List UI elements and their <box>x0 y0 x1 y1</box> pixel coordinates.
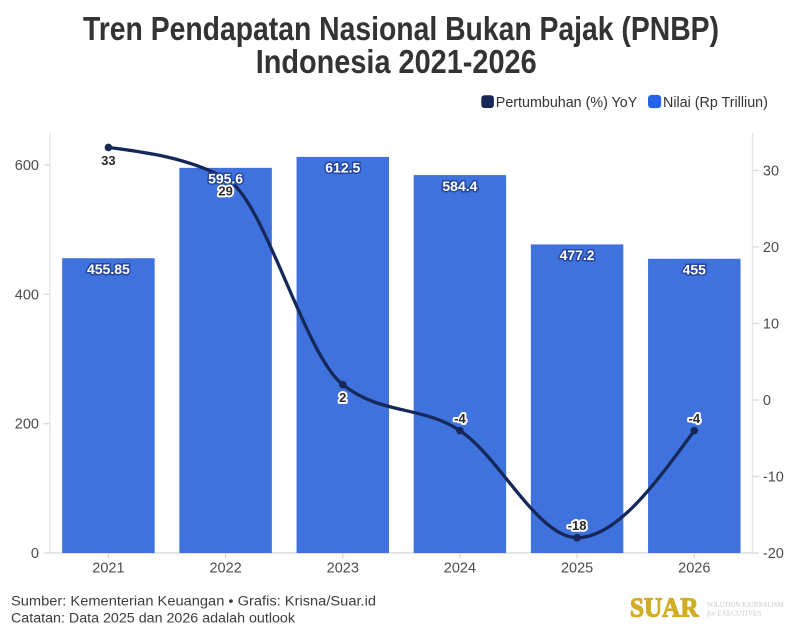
svg-text:-18: -18 <box>568 518 587 533</box>
svg-text:SOLUTION JOURNALISM: SOLUTION JOURNALISM <box>707 600 783 609</box>
svg-text:0: 0 <box>31 546 39 562</box>
svg-text:33: 33 <box>101 153 115 168</box>
svg-text:-20: -20 <box>763 546 784 562</box>
svg-text:455.85: 455.85 <box>87 261 130 277</box>
svg-text:400: 400 <box>15 287 39 303</box>
svg-text:SUAR: SUAR <box>630 591 700 622</box>
svg-text:for EXECUTIVES: for EXECUTIVES <box>707 608 761 617</box>
svg-text:200: 200 <box>15 417 39 433</box>
svg-text:600: 600 <box>15 158 39 174</box>
svg-text:2025: 2025 <box>561 561 593 577</box>
svg-text:Indonesia 2021-2026: Indonesia 2021-2026 <box>256 43 537 80</box>
svg-text:2024: 2024 <box>444 561 476 577</box>
svg-text:2026: 2026 <box>678 561 710 577</box>
svg-text:584.4: 584.4 <box>442 178 477 194</box>
svg-text:2022: 2022 <box>209 561 241 577</box>
svg-text:2021: 2021 <box>92 561 124 577</box>
svg-text:0: 0 <box>763 393 771 409</box>
svg-text:595.6: 595.6 <box>208 171 243 187</box>
svg-text:Catatan: Data 2025 dan 2026 ad: Catatan: Data 2025 dan 2026 adalah outlo… <box>11 611 295 626</box>
svg-text:2023: 2023 <box>327 561 359 577</box>
svg-text:Nilai (Rp Trilliun): Nilai (Rp Trilliun) <box>663 95 768 111</box>
svg-text:20: 20 <box>763 240 779 256</box>
svg-text:30: 30 <box>763 163 779 179</box>
svg-text:2: 2 <box>339 390 346 405</box>
svg-text:612.5: 612.5 <box>325 160 360 176</box>
svg-text:29: 29 <box>218 184 232 199</box>
svg-text:455: 455 <box>683 262 707 278</box>
svg-text:Sumber: Kementerian Keuangan •: Sumber: Kementerian Keuangan • Grafis: K… <box>11 593 376 608</box>
svg-text:477.2: 477.2 <box>560 247 595 263</box>
svg-text:Pertumbuhan (%) YoY: Pertumbuhan (%) YoY <box>496 95 638 111</box>
svg-text:-10: -10 <box>763 470 784 486</box>
svg-text:Tren Pendapatan Nasional Bukan: Tren Pendapatan Nasional Bukan Pajak (PN… <box>83 10 719 47</box>
svg-text:-4: -4 <box>454 411 466 426</box>
svg-text:-4: -4 <box>689 411 701 426</box>
svg-text:10: 10 <box>763 316 779 332</box>
